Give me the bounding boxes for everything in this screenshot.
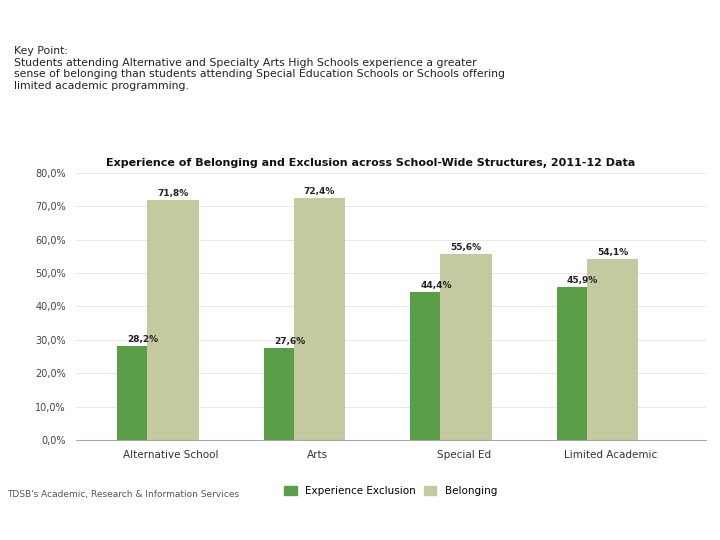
Bar bbox=[294, 198, 345, 440]
Bar bbox=[557, 287, 608, 440]
Bar bbox=[264, 348, 315, 440]
Bar bbox=[587, 259, 638, 440]
Text: Key Point:
Students attending Alternative and Specialty Arts High Schools experi: Key Point: Students attending Alternativ… bbox=[14, 46, 505, 91]
Bar bbox=[441, 254, 492, 440]
Text: 54,1%: 54,1% bbox=[597, 248, 628, 258]
Text: Experience of Belonging and Exclusion across School-Wide Structures, 2011-12 Dat: Experience of Belonging and Exclusion ac… bbox=[106, 158, 636, 167]
Text: 71,8%: 71,8% bbox=[158, 189, 189, 198]
Text: 72,4%: 72,4% bbox=[304, 187, 336, 196]
Text: 28,2%: 28,2% bbox=[127, 335, 158, 344]
Text: TDSB's Academic, Research & Information Services: TDSB's Academic, Research & Information … bbox=[7, 490, 239, 499]
Bar bbox=[148, 200, 199, 440]
Text: 6: 6 bbox=[57, 515, 66, 528]
Text: 27,6%: 27,6% bbox=[274, 337, 305, 346]
Text: .on.ca: .on.ca bbox=[677, 518, 706, 529]
Text: tdsb: tdsb bbox=[620, 511, 672, 531]
Bar bbox=[410, 292, 462, 440]
Bar bbox=[117, 346, 168, 440]
Text: 55,6%: 55,6% bbox=[451, 244, 482, 252]
Text: Compelling Data on Sense of Belonging & Well-being: Compelling Data on Sense of Belonging & … bbox=[11, 16, 464, 30]
Text: 45,9%: 45,9% bbox=[567, 276, 598, 285]
Legend: Experience Exclusion, Belonging: Experience Exclusion, Belonging bbox=[281, 483, 500, 499]
Text: 44,4%: 44,4% bbox=[420, 281, 451, 290]
